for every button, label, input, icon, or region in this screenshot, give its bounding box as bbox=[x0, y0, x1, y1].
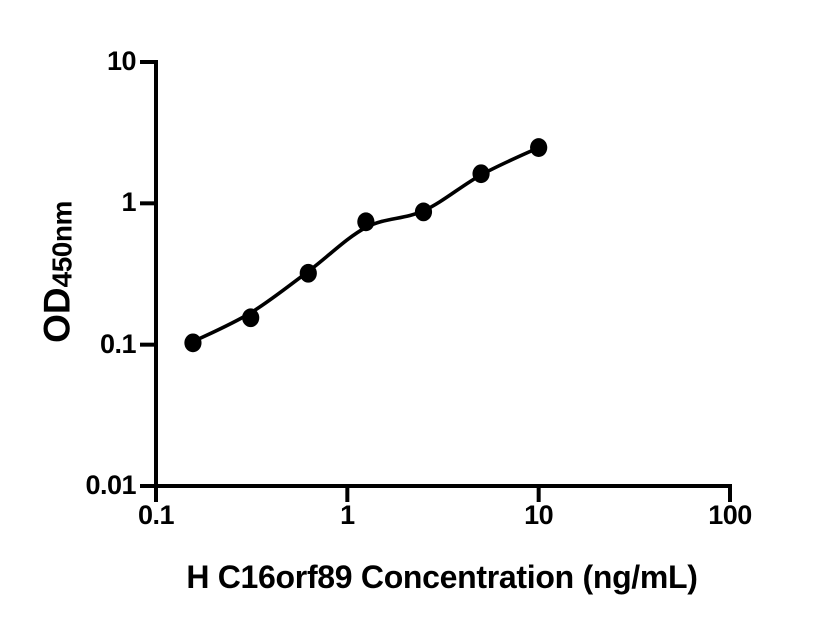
y-tick-label: 0.01 bbox=[85, 469, 136, 500]
y-tick-label: 10 bbox=[106, 45, 137, 76]
x-tick-label: 100 bbox=[708, 500, 752, 530]
data-point bbox=[184, 333, 202, 353]
data-point bbox=[299, 263, 317, 283]
data-point bbox=[357, 212, 375, 232]
x-tick-label: 1 bbox=[340, 500, 355, 530]
y-tick-label: 1 bbox=[121, 187, 136, 218]
x-axis-label: H C16orf89 Concentration (ng/mL) bbox=[186, 559, 698, 595]
data-point bbox=[530, 138, 548, 157]
data-point bbox=[242, 308, 260, 328]
y-axis-label: OD450nm bbox=[37, 201, 78, 343]
data-point bbox=[414, 202, 433, 222]
x-tick-label: 10 bbox=[524, 500, 554, 530]
y-tick-label: 0.1 bbox=[99, 328, 137, 359]
data-point bbox=[472, 164, 490, 184]
x-tick-label: 0.1 bbox=[137, 500, 175, 530]
